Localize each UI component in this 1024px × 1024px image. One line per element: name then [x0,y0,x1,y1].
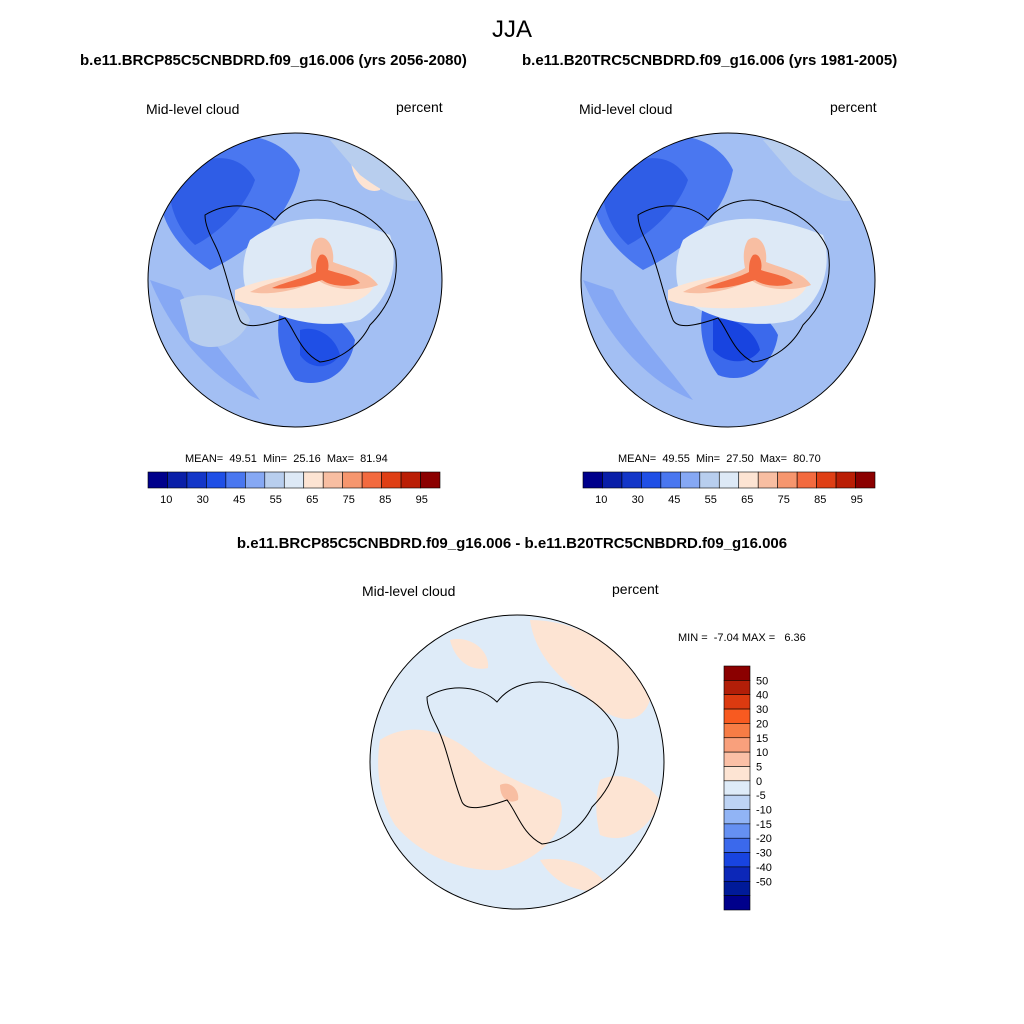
colorbar-right-tick-label: 10 [595,494,607,506]
colorbar-right-tick-label: 95 [851,494,863,506]
colorbar-difference-tick-label: 0 [756,776,762,788]
colorbar-difference-tick-label: -50 [756,876,772,888]
colorbar-difference-tick-label: -10 [756,805,772,817]
colorbar-left-tick-label: 10 [160,494,172,506]
colorbar-difference-swatch [723,809,751,825]
colorbar-right-tick-label: 65 [741,494,753,506]
colorbar-difference-tick-label: 50 [756,675,768,687]
colorbar-left-swatch [420,471,441,489]
colorbar-difference-swatch [723,837,751,853]
colorbar-difference-tick-label: -30 [756,848,772,860]
colorbar-difference-swatch [723,737,751,753]
colorbar-difference-swatch [723,723,751,739]
colorbar-difference-tick-label: 30 [756,704,768,716]
panel-right-units: percent [830,99,877,115]
colorbar-difference-swatch [723,823,751,839]
panel-left-stats: MEAN= 49.51 Min= 25.16 Max= 81.94 [185,453,388,465]
colorbar-difference-tick-label: 20 [756,718,768,730]
colorbar-difference-tick-label: 15 [756,733,768,745]
panel-right-stats: MEAN= 49.55 Min= 27.50 Max= 80.70 [618,453,821,465]
colorbar-right: 10 30 45 55 65 75 85 95 [582,471,876,506]
colorbar-difference-swatch [723,694,751,710]
panel-left-title: b.e11.BRCP85C5CNBDRD.f09_g16.006 (yrs 20… [80,52,467,69]
colorbar-left-tick-label: 55 [270,494,282,506]
difference-title: b.e11.BRCP85C5CNBDRD.f09_g16.006 - b.e11… [236,535,788,552]
panel-left-units: percent [396,99,443,115]
colorbar-difference-swatch [723,665,751,681]
colorbar-difference-swatch [723,780,751,796]
colorbar-right-tick-label: 30 [632,494,644,506]
figure-title: JJA [491,16,532,43]
colorbar-left: 10 30 45 55 65 75 85 95 [147,471,441,506]
colorbar-difference-swatch [723,866,751,882]
colorbar-right-swatch [855,471,876,489]
panel-right-variable: Mid-level cloud [579,101,673,117]
colorbar-left-tick-label: 85 [379,494,391,506]
colorbar-difference-tick-label: -20 [756,833,772,845]
difference-units: percent [612,581,659,597]
colorbar-right-tick-label: 55 [705,494,717,506]
colorbar-difference-swatch [723,680,751,696]
colorbar-left-tick-label: 30 [197,494,209,506]
colorbar-right-tick-label: 85 [814,494,826,506]
colorbar-right-tick-label: 75 [778,494,790,506]
colorbar-difference-tick-label: -15 [756,819,772,831]
colorbar-left-tick-label: 45 [233,494,245,506]
colorbar-difference-swatch [723,880,751,896]
colorbar-difference-swatch [723,852,751,868]
colorbar-left-tick-label: 95 [416,494,428,506]
colorbar-left-tick-label: 65 [306,494,318,506]
colorbar-difference-swatch [723,751,751,767]
difference-stats: MIN = -7.04 MAX = 6.36 [678,632,806,644]
colorbar-difference-swatch [723,766,751,782]
colorbar-left-tick-label: 75 [343,494,355,506]
colorbar-difference-tick-label: 40 [756,690,768,702]
panel-right-title: b.e11.B20TRC5CNBDRD.f09_g16.006 (yrs 198… [522,52,898,69]
colorbar-difference-tick-label: -40 [756,862,772,874]
colorbar-difference-swatch [723,708,751,724]
colorbar-difference-swatch [723,895,751,911]
colorbar-difference-tick-label: -5 [756,790,766,802]
difference-variable: Mid-level cloud [362,583,456,599]
colorbar-right-tick-label: 45 [668,494,680,506]
colorbar-difference-tick-label: 10 [756,747,768,759]
colorbar-difference-swatch [723,794,751,810]
colorbar-difference-tick-label: 5 [756,761,762,773]
panel-left-variable: Mid-level cloud [146,101,240,117]
